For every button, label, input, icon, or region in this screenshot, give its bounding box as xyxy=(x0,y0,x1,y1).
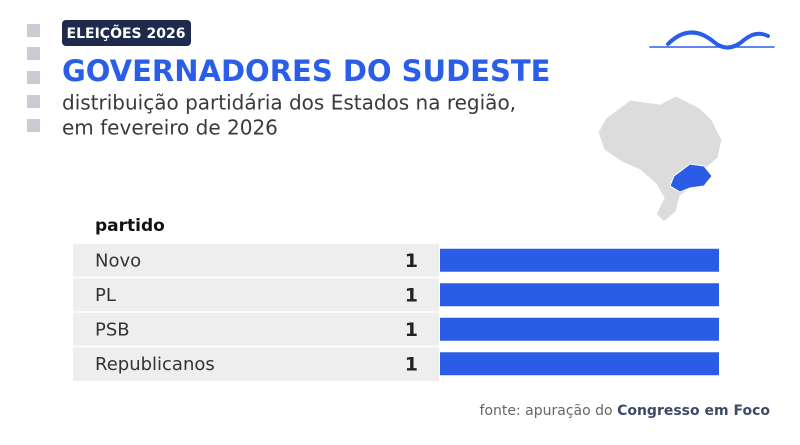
badge xyxy=(62,20,191,46)
bar xyxy=(440,248,719,272)
brazil-map xyxy=(597,95,723,223)
category-label: Republicanos xyxy=(95,354,215,375)
title: GOVERNADORES DO SUDESTE xyxy=(62,54,550,88)
decor-squares xyxy=(27,24,40,132)
table-row xyxy=(73,312,439,347)
bar xyxy=(440,317,719,341)
subtitle: distribuição partidária dos Estados na r… xyxy=(62,91,516,115)
table-row xyxy=(73,346,439,381)
category-label: PL xyxy=(95,285,116,306)
table-row xyxy=(73,243,439,278)
value-label: 1 xyxy=(405,284,418,306)
category-label: Novo xyxy=(95,250,141,271)
table-row xyxy=(73,277,439,312)
bar xyxy=(440,283,719,307)
value-label: 1 xyxy=(405,319,418,341)
source: fonte: apuração do Congresso em Foco xyxy=(480,403,771,419)
logo xyxy=(649,30,775,50)
source-prefix: fonte: apuração do xyxy=(480,403,613,419)
category-label: PSB xyxy=(95,319,130,340)
bar xyxy=(440,352,719,376)
badge-text: ELEIÇÕES 2026 xyxy=(67,24,186,42)
value-label: 1 xyxy=(405,250,418,272)
source-name: Congresso em Foco xyxy=(617,403,770,419)
column-header: partido xyxy=(95,216,165,236)
subtitle: em fevereiro de 2026 xyxy=(62,116,278,140)
value-label: 1 xyxy=(405,353,418,375)
